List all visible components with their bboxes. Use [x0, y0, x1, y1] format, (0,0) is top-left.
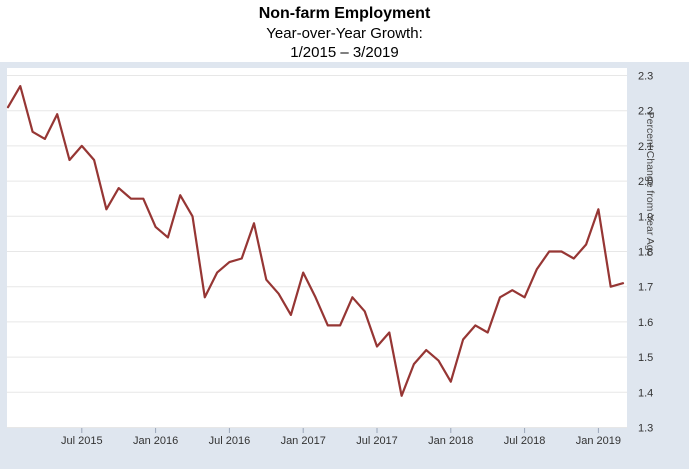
x-tick-label: Jul 2018 — [504, 435, 546, 447]
y-tick-label: 2.1 — [638, 141, 653, 153]
y-tick-label: 1.5 — [638, 352, 653, 364]
y-tick-label: 1.6 — [638, 317, 653, 329]
y-tick-label: 1.7 — [638, 282, 653, 294]
x-tick-label: Jan 2018 — [428, 435, 473, 447]
chart-date-range: 1/2015 – 3/2019 — [290, 44, 399, 61]
x-tick-label: Jan 2019 — [576, 435, 621, 447]
x-tick-label: Jul 2015 — [61, 435, 103, 447]
x-tick-label: Jul 2016 — [209, 435, 251, 447]
y-tick-label: 1.4 — [638, 387, 653, 399]
y-tick-label: 2.3 — [638, 71, 653, 83]
y-tick-label: 1.3 — [638, 423, 653, 435]
y-tick-label: 1.8 — [638, 247, 653, 259]
y-tick-label: 1.9 — [638, 211, 653, 223]
y-tick-label: 2.2 — [638, 106, 653, 118]
data-line-series — [6, 84, 625, 397]
chart-title-block: Non-farm Employment Year-over-Year Growt… — [0, 0, 689, 62]
x-tick-label: Jul 2017 — [356, 435, 398, 447]
y-axis-title: Percent Change from Year Ago — [644, 111, 656, 257]
plot-area — [7, 68, 627, 428]
x-tick-label: Jan 2016 — [133, 435, 178, 447]
chart-title: Non-farm Employment — [258, 5, 431, 22]
x-tick-label: Jan 2017 — [281, 435, 326, 447]
chart-subtitle: Year-over-Year Growth: — [266, 25, 423, 42]
y-tick-label: 2.0 — [638, 176, 653, 188]
